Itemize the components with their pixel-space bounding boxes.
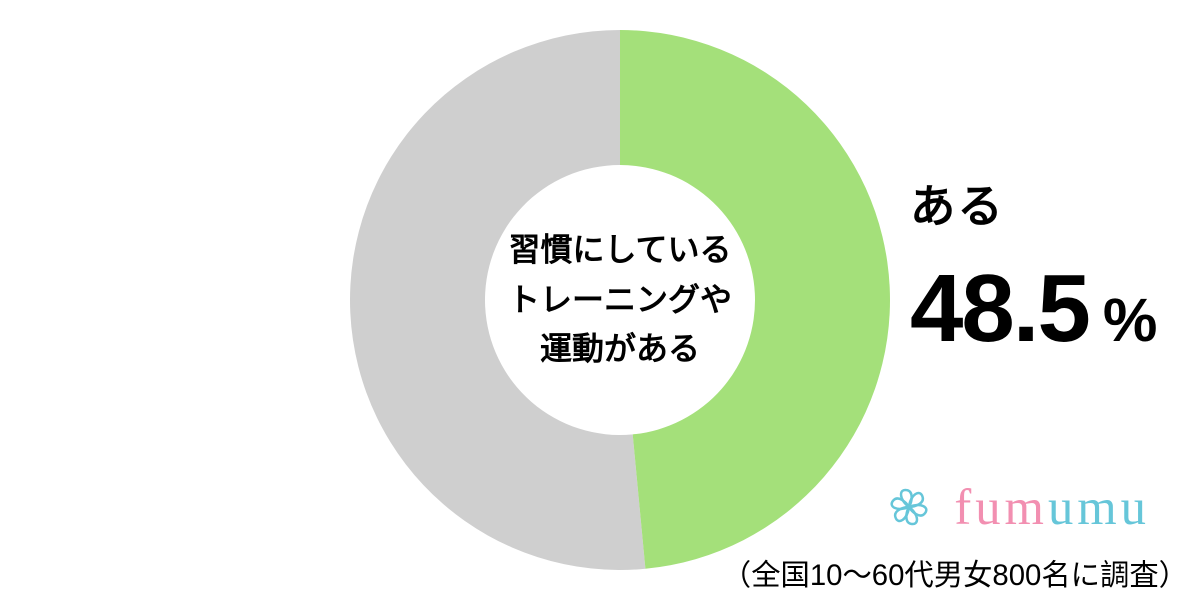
value-number: 48.5 — [910, 254, 1089, 364]
donut-chart: 習慣にしている トレーニングや 運動がある — [340, 20, 900, 580]
center-line-2: トレーニングや — [508, 275, 732, 325]
logo-mark-icon — [878, 476, 940, 538]
logo-text-part1: fum — [954, 479, 1048, 535]
value-label: ある — [910, 170, 1157, 236]
infographic-stage: 習慣にしている トレーニングや 運動がある ある 48.5 % fumumu （… — [0, 0, 1200, 614]
center-line-1: 習慣にしている — [508, 226, 732, 276]
value-unit: % — [1103, 284, 1158, 355]
value-number-row: 48.5 % — [910, 254, 1157, 364]
value-display: ある 48.5 % — [910, 170, 1157, 364]
center-line-3: 運動がある — [508, 325, 732, 375]
brand-logo: fumumu — [878, 476, 1150, 538]
logo-text: fumumu — [954, 478, 1150, 536]
donut-center-label: 習慣にしている トレーニングや 運動がある — [508, 226, 732, 375]
survey-note: （全国10〜60代男女800名に調査） — [722, 552, 1188, 594]
logo-text-part2: umu — [1048, 479, 1150, 535]
